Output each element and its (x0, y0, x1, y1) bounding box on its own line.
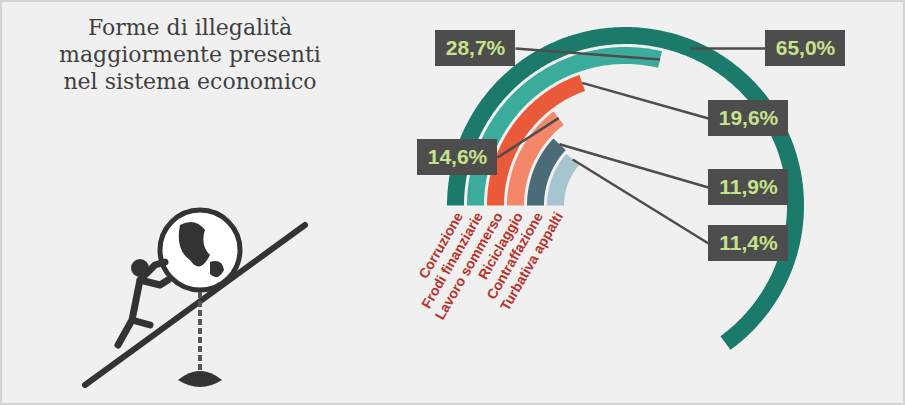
svg-text:Corruzione: Corruzione (415, 209, 466, 282)
svg-text:19,6%: 19,6% (719, 106, 779, 129)
svg-text:11,9%: 11,9% (719, 175, 778, 198)
svg-text:Frodi finanziarie: Frodi finanziarie (418, 209, 486, 311)
svg-text:Lavoro sommerso: Lavoro sommerso (431, 209, 506, 323)
svg-text:Turbativa appalti: Turbativa appalti (497, 209, 566, 313)
html-text:Forme di illegalità maggiormen: Forme di illegalità maggiormente present… (59, 15, 321, 94)
svg-text:28,7%: 28,7% (446, 36, 506, 59)
svg-text:14,6%: 14,6% (428, 145, 488, 168)
svg-text:Riciclaggio: Riciclaggio (474, 209, 526, 282)
svg-text:Contraffazione: Contraffazione (483, 209, 546, 303)
svg-text:11,4%: 11,4% (719, 231, 778, 254)
svg-text:65,0%: 65,0% (776, 36, 836, 59)
